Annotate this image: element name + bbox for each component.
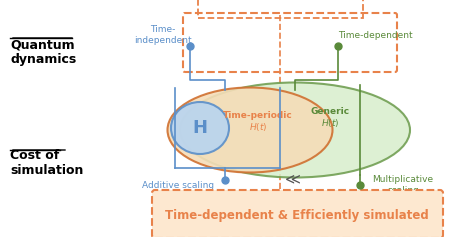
Text: Additive scaling: Additive scaling [142,181,214,190]
Text: $\mathbf{H}$: $\mathbf{H}$ [192,119,208,137]
Text: Cost of
simulation: Cost of simulation [10,149,83,177]
Text: $\ll$: $\ll$ [282,173,302,187]
Text: Multiplicative
scaling: Multiplicative scaling [373,175,434,195]
Ellipse shape [171,102,229,154]
FancyBboxPatch shape [183,13,397,72]
Ellipse shape [167,87,332,173]
Text: Time-periodic
$H(t)$: Time-periodic $H(t)$ [223,111,293,133]
Text: Time-
independent: Time- independent [134,25,192,45]
Text: Time-dependent & Efficiently simulated: Time-dependent & Efficiently simulated [165,210,429,223]
Text: Quantum
dynamics: Quantum dynamics [10,38,76,66]
Ellipse shape [180,82,410,178]
FancyBboxPatch shape [152,190,443,237]
Text: Generic
$H(t)$: Generic $H(t)$ [310,107,349,129]
Text: Time-dependent: Time-dependent [337,31,412,40]
